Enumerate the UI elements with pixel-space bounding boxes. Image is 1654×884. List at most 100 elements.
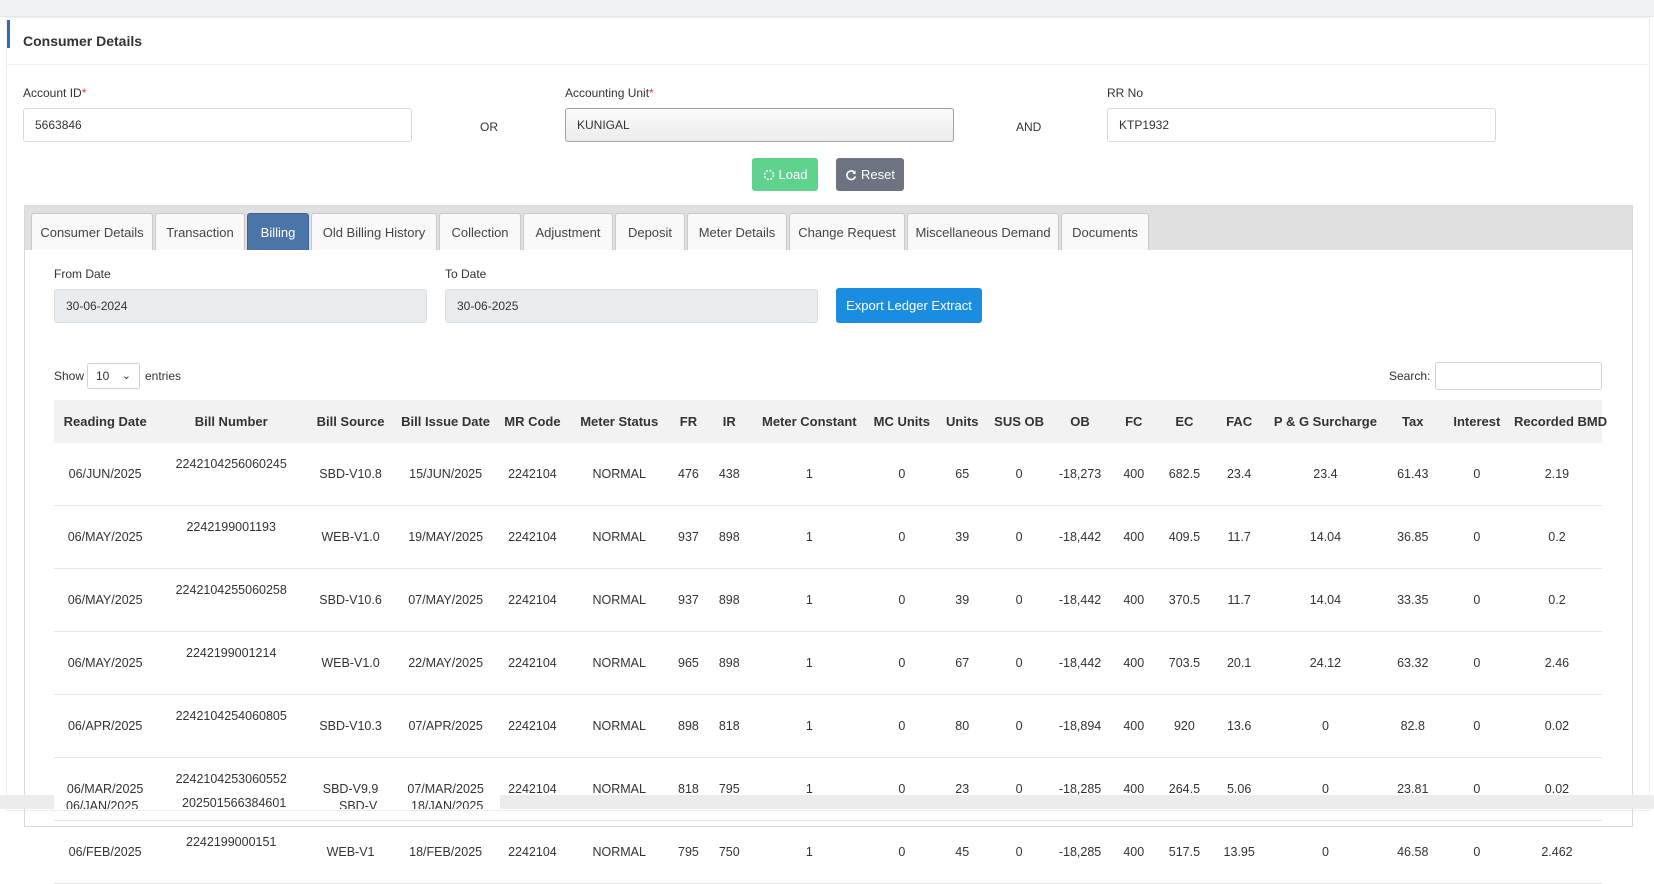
top-bar <box>0 0 1654 17</box>
entries-select[interactable]: 10 ⌄ <box>87 363 140 389</box>
tab-deposit[interactable]: Deposit <box>615 213 685 250</box>
column-header[interactable]: Recorded BMD <box>1511 400 1607 443</box>
table-cell: 14.04 <box>1267 505 1384 569</box>
table-cell: 965 <box>669 631 708 695</box>
table-cell: 14.04 <box>1267 568 1384 632</box>
export-ledger-button[interactable]: Export Ledger Extract <box>836 288 982 323</box>
table-cell: 937 <box>669 505 708 569</box>
account-id-input[interactable]: 5663846 <box>23 108 412 142</box>
table-cell: 0 <box>1441 505 1512 569</box>
table-cell: 0 <box>1267 694 1384 758</box>
table-cell: 19/MAY/2025 <box>394 505 497 569</box>
rr-no-label: RR No <box>1107 86 1144 100</box>
accounting-unit-select[interactable]: KUNIGAL <box>565 108 954 142</box>
table-cell: NORMAL <box>568 757 670 821</box>
column-header[interactable]: FAC <box>1211 400 1268 443</box>
table-cell: 2242104254060805 <box>156 694 307 758</box>
table-cell: 920 <box>1157 694 1212 758</box>
table-cell: 0 <box>988 757 1051 821</box>
tab-old-billing-history[interactable]: Old Billing History <box>311 213 437 250</box>
column-header[interactable]: Units <box>936 400 989 443</box>
table-row: 06/APR/2025 2242104254060805 SBD-V10.3 07/A… <box>54 694 1602 758</box>
tab-change-request[interactable]: Change Request <box>789 213 905 250</box>
tab-billing[interactable]: Billing <box>247 213 309 250</box>
accounting-unit-label-text: Accounting Unit <box>565 86 650 100</box>
column-header[interactable]: SUS OB <box>988 400 1051 443</box>
table-cell: 2242104 <box>496 694 569 758</box>
entries-select-value: 10 <box>96 369 110 383</box>
tab-documents[interactable]: Documents <box>1061 213 1149 250</box>
table-row: 06/MAR/2025 2242104253060552 SBD-V9.9 07/MA… <box>54 757 1602 821</box>
column-header[interactable]: Bill Issue Date <box>394 400 497 443</box>
table-cell: 23 <box>936 757 989 821</box>
column-header[interactable]: EC <box>1157 400 1212 443</box>
table-cell: 795 <box>669 820 708 884</box>
column-header[interactable]: Bill Source <box>306 400 395 443</box>
table-cell: NORMAL <box>568 505 670 569</box>
table-cell: 0 <box>867 505 937 569</box>
table-cell: 438 <box>707 443 752 506</box>
table-cell: 2242104253060552 <box>156 757 307 821</box>
table-cell: 0 <box>988 568 1051 632</box>
column-header[interactable]: Reading Date <box>54 400 157 443</box>
tab-consumer-details[interactable]: Consumer Details <box>31 213 153 250</box>
search-input[interactable] <box>1435 362 1602 390</box>
to-date-label: To Date <box>445 267 487 281</box>
table-cell: 682.5 <box>1157 443 1212 506</box>
table-cell: 400 <box>1110 568 1158 632</box>
card-header: Consumer Details <box>7 18 1649 65</box>
table-cell: -18,273 <box>1050 443 1110 506</box>
table-cell: 818 <box>707 694 752 758</box>
table-cell: 2.462 <box>1511 820 1602 884</box>
table-cell: 0 <box>1441 820 1512 884</box>
account-id-label: Account ID* <box>23 86 86 100</box>
tab-meter-details[interactable]: Meter Details <box>687 213 787 250</box>
reset-button[interactable]: Reset <box>836 158 904 191</box>
from-date-input[interactable]: 30-06-2024 <box>54 289 427 323</box>
table-cell: 13.6 <box>1211 694 1268 758</box>
table-cell: 0 <box>867 631 937 695</box>
table-cell: 23.4 <box>1211 443 1268 506</box>
table-cell: 1 <box>751 568 868 632</box>
column-header[interactable]: Interest <box>1441 400 1512 443</box>
tab-panel: Consumer Details Transaction Billing Old… <box>24 205 1633 827</box>
table-cell: 06/JUN/2025 <box>54 443 157 506</box>
column-header[interactable]: MC Units <box>867 400 937 443</box>
column-header[interactable]: Meter Constant <box>751 400 868 443</box>
table-cell: -18,442 <box>1050 568 1110 632</box>
column-header[interactable]: MR Code <box>496 400 569 443</box>
column-header[interactable]: P & G Surcharge <box>1267 400 1384 443</box>
table-cell: -18,285 <box>1050 820 1110 884</box>
table-cell: 400 <box>1110 443 1158 506</box>
table-cell: SBD-V10.6 <box>306 568 395 632</box>
table-cell: 0 <box>867 443 937 506</box>
table-cell: 06/MAY/2025 <box>54 631 157 695</box>
tab-adjustment[interactable]: Adjustment <box>523 213 613 250</box>
table-cell: 0 <box>1441 757 1512 821</box>
tab-collection[interactable]: Collection <box>439 213 521 250</box>
column-header[interactable]: FR <box>669 400 708 443</box>
table-cell: 0 <box>867 568 937 632</box>
column-header[interactable]: OB <box>1050 400 1110 443</box>
table-cell: 1 <box>751 757 868 821</box>
column-header[interactable]: Tax <box>1383 400 1442 443</box>
rr-no-input[interactable]: KTP1932 <box>1107 108 1496 142</box>
load-button[interactable]: Load <box>752 158 818 191</box>
tab-transaction[interactable]: Transaction <box>155 213 245 250</box>
column-header[interactable]: FC <box>1110 400 1158 443</box>
table-cell: 0.2 <box>1511 568 1602 632</box>
table-cell: 400 <box>1110 631 1158 695</box>
table-cell: NORMAL <box>568 443 670 506</box>
column-header[interactable]: IR <box>707 400 752 443</box>
table-cell: 2242104 <box>496 443 569 506</box>
table-cell: 937 <box>669 568 708 632</box>
table-cell: 2242104256060245 <box>156 443 307 506</box>
required-mark: * <box>649 86 654 100</box>
to-date-input[interactable]: 30-06-2025 <box>445 289 818 323</box>
column-header[interactable]: Meter Status <box>568 400 670 443</box>
table-cell: 2.19 <box>1511 443 1602 506</box>
column-header[interactable]: Bill Number <box>156 400 307 443</box>
table-cell: 0 <box>988 820 1051 884</box>
tab-miscellaneous-demand[interactable]: Miscellaneous Demand <box>907 213 1059 250</box>
table-cell: 0 <box>1267 757 1384 821</box>
